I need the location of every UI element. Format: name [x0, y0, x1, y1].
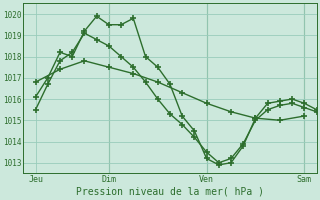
X-axis label: Pression niveau de la mer( hPa ): Pression niveau de la mer( hPa ) — [76, 187, 264, 197]
